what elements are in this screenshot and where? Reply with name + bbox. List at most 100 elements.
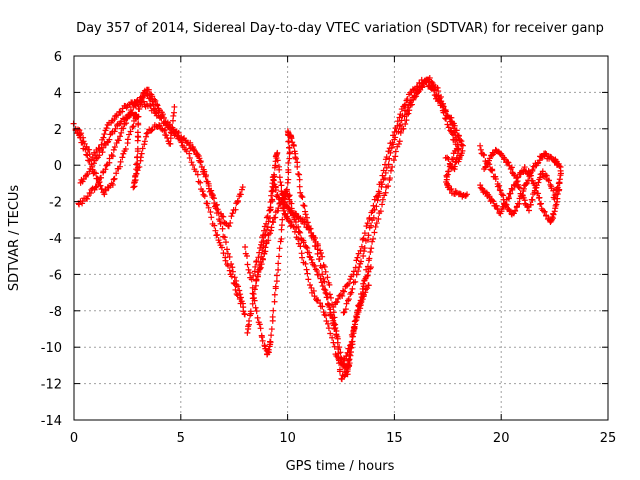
data-point bbox=[249, 300, 256, 307]
data-point bbox=[167, 140, 174, 147]
data-point bbox=[347, 276, 354, 283]
data-point bbox=[371, 229, 378, 236]
data-point bbox=[111, 116, 118, 123]
data-point bbox=[456, 190, 463, 197]
data-point bbox=[214, 206, 221, 213]
data-point bbox=[445, 124, 452, 131]
data-point bbox=[355, 268, 362, 275]
data-point bbox=[361, 230, 368, 237]
data-point bbox=[154, 102, 161, 109]
data-point bbox=[295, 170, 302, 177]
data-point bbox=[450, 131, 457, 138]
data-point bbox=[385, 161, 392, 168]
data-point bbox=[132, 177, 139, 184]
data-point bbox=[311, 262, 318, 269]
data-point bbox=[330, 319, 337, 326]
data-point bbox=[262, 231, 269, 238]
data-point bbox=[364, 220, 371, 227]
axis-tick-labels: 0 5 10 15 20 25 -14 -12 -10 -8 -6 -4 -2 0 2 4 6 bbox=[41, 50, 617, 446]
data-point bbox=[292, 155, 299, 162]
y-tick-label: -2 bbox=[49, 196, 62, 211]
data-point bbox=[192, 168, 199, 175]
data-point bbox=[286, 155, 293, 162]
data-point bbox=[305, 226, 312, 233]
data-point bbox=[149, 98, 156, 105]
data-point bbox=[270, 307, 277, 314]
data-point bbox=[353, 257, 360, 264]
data-point bbox=[496, 182, 503, 189]
data-point bbox=[89, 166, 96, 173]
data-point bbox=[305, 276, 312, 283]
data-point bbox=[274, 191, 281, 198]
data-point bbox=[273, 272, 280, 279]
data-point bbox=[455, 158, 462, 165]
data-point bbox=[325, 325, 332, 332]
data-point bbox=[117, 133, 124, 140]
data-point bbox=[276, 253, 283, 260]
data-point bbox=[431, 87, 438, 94]
data-point bbox=[77, 134, 84, 141]
data-point bbox=[529, 166, 536, 173]
data-point bbox=[152, 105, 159, 112]
data-point bbox=[232, 286, 239, 293]
data-point bbox=[211, 222, 218, 229]
data-point bbox=[347, 291, 354, 298]
data-point bbox=[235, 283, 242, 290]
data-point bbox=[400, 125, 407, 132]
data-point bbox=[186, 155, 193, 162]
data-point bbox=[390, 141, 397, 148]
data-point bbox=[208, 187, 215, 194]
data-point bbox=[286, 144, 293, 151]
data-point bbox=[339, 287, 346, 294]
data-point bbox=[226, 267, 233, 274]
data-point bbox=[344, 349, 351, 356]
data-point bbox=[106, 155, 113, 162]
data-point bbox=[490, 198, 497, 205]
data-point bbox=[360, 248, 367, 255]
data-point bbox=[274, 207, 281, 214]
data-point bbox=[234, 197, 241, 204]
data-point bbox=[371, 206, 378, 213]
data-point bbox=[208, 214, 215, 221]
data-point bbox=[285, 176, 292, 183]
data-point bbox=[442, 154, 449, 161]
data-point bbox=[92, 170, 99, 177]
data-point bbox=[406, 107, 413, 114]
data-point bbox=[358, 294, 365, 301]
data-point bbox=[529, 177, 536, 184]
data-point bbox=[134, 137, 141, 144]
data-point bbox=[274, 150, 281, 157]
data-point bbox=[429, 84, 436, 91]
data-point bbox=[295, 236, 302, 243]
data-point bbox=[327, 330, 334, 337]
data-point bbox=[171, 109, 178, 116]
data-point bbox=[316, 300, 323, 307]
data-point bbox=[135, 113, 142, 120]
data-point bbox=[297, 229, 304, 236]
data-point bbox=[237, 191, 244, 198]
data-point bbox=[253, 276, 260, 283]
data-point bbox=[486, 155, 493, 162]
data-point bbox=[351, 323, 358, 330]
data-point bbox=[488, 167, 495, 174]
data-point bbox=[360, 252, 367, 259]
data-point bbox=[288, 209, 295, 216]
data-point bbox=[336, 368, 343, 375]
y-tick-label: 2 bbox=[54, 123, 62, 138]
data-point bbox=[201, 193, 208, 200]
data-point bbox=[324, 301, 331, 308]
data-point bbox=[278, 235, 285, 242]
data-point bbox=[214, 231, 221, 238]
data-point bbox=[187, 139, 194, 146]
data-point bbox=[440, 109, 447, 116]
data-point bbox=[84, 195, 91, 202]
data-point bbox=[228, 213, 235, 220]
data-point bbox=[139, 93, 146, 100]
data-point bbox=[550, 187, 557, 194]
data-point bbox=[505, 195, 512, 202]
data-point bbox=[294, 163, 301, 170]
data-point bbox=[103, 162, 110, 169]
data-point bbox=[297, 189, 304, 196]
data-point bbox=[459, 142, 466, 149]
data-point bbox=[276, 196, 283, 203]
